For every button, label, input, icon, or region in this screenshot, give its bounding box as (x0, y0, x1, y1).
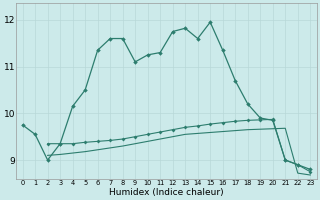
X-axis label: Humidex (Indice chaleur): Humidex (Indice chaleur) (109, 188, 224, 197)
